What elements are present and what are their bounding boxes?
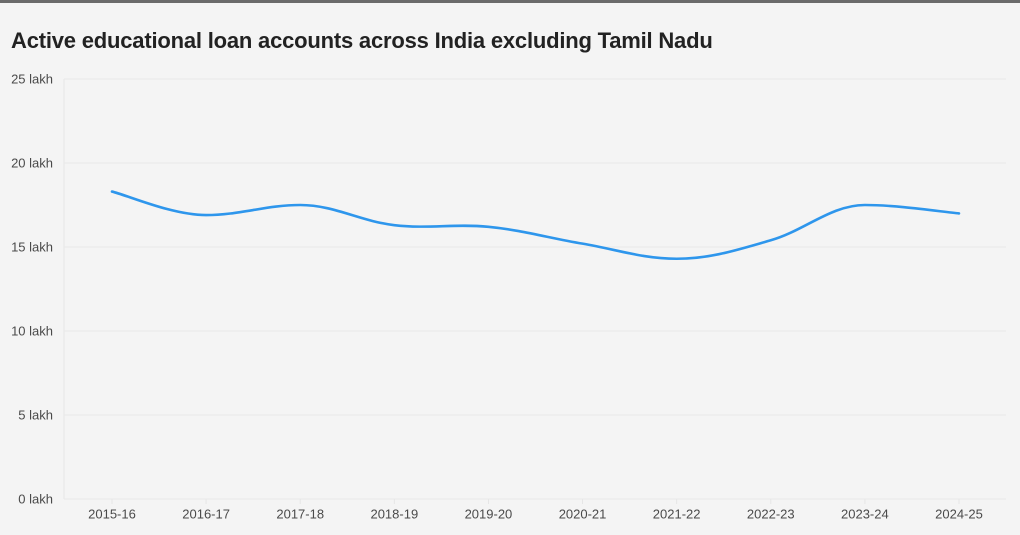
y-tick-label: 10 lakh	[11, 324, 53, 339]
chart-title: Active educational loan accounts across …	[11, 28, 713, 53]
x-tick-label: 2019-20	[465, 507, 513, 522]
top-rule	[0, 0, 1020, 3]
data-point[interactable]	[577, 238, 589, 250]
x-tick-label: 2024-25	[935, 507, 983, 522]
y-tick-label: 15 lakh	[11, 240, 53, 255]
y-tick-label: 20 lakh	[11, 156, 53, 171]
data-point[interactable]	[953, 207, 965, 219]
data-point[interactable]	[671, 253, 683, 265]
series-line-0	[110, 190, 961, 261]
y-axis: 0 lakh 5 lakh 10 lakh 15 lakh 20 lakh 25 lakh	[11, 72, 53, 507]
x-tick-label: 2023-24	[841, 507, 889, 522]
y-tick-label: 5 lakh	[18, 408, 53, 423]
data-point[interactable]	[765, 234, 777, 246]
y-tick-label: 0 lakh	[18, 492, 53, 507]
data-point[interactable]	[482, 221, 494, 233]
data-point[interactable]	[294, 199, 306, 211]
x-axis: 2015-16 2016-17 2017-18 2018-19 2019-20 2020-…	[88, 499, 983, 522]
x-tick-label: 2016-17	[182, 507, 230, 522]
data-point[interactable]	[106, 186, 118, 198]
data-point[interactable]	[859, 199, 871, 211]
x-tick-label: 2022-23	[747, 507, 795, 522]
data-point[interactable]	[388, 219, 400, 231]
x-tick-label: 2020-21	[559, 507, 607, 522]
x-tick-label: 2018-19	[370, 507, 418, 522]
data-point[interactable]	[200, 209, 212, 221]
grid-layer	[63, 78, 1006, 500]
x-tick-label: 2021-22	[653, 507, 701, 522]
x-tick-label: 2017-18	[276, 507, 324, 522]
x-tick-label: 2015-16	[88, 507, 136, 522]
y-tick-label: 25 lakh	[11, 72, 53, 87]
series-layer	[106, 186, 965, 265]
